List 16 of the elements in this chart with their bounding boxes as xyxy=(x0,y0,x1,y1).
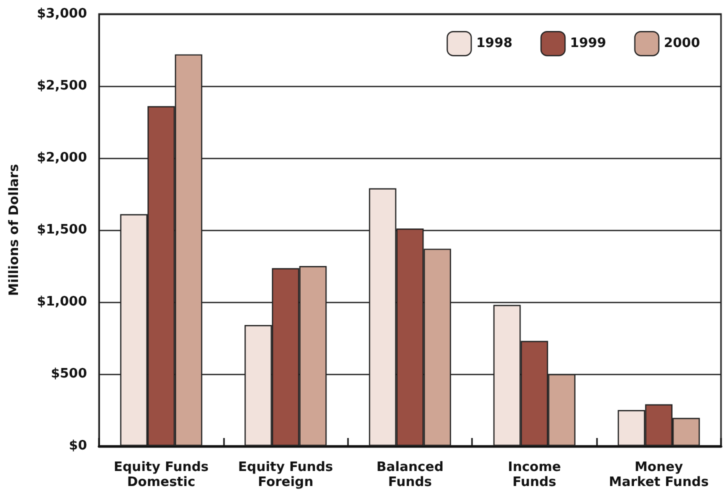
y-tick-label: $2,000 xyxy=(36,150,87,166)
y-tick-label: $1,500 xyxy=(36,222,87,238)
x-tick-label: Balanced Funds xyxy=(376,460,444,490)
y-tick-label: $0 xyxy=(68,438,87,454)
y-tick-label: $3,000 xyxy=(36,6,87,22)
legend-label: 2000 xyxy=(664,36,700,52)
x-tick-label: Equity Funds Domestic xyxy=(114,460,209,490)
y-tick-label: $2,500 xyxy=(36,78,87,94)
y-axis-title: Millions of Dollars xyxy=(7,164,22,296)
x-tick-label: Income Funds xyxy=(508,460,562,490)
x-tick-label: Equity Funds Foreign xyxy=(238,460,334,490)
legend-label: 1998 xyxy=(476,36,512,52)
y-tick-label: $1,000 xyxy=(36,294,87,310)
x-tick-label: Money Market Funds xyxy=(608,460,709,490)
y-tick-label: $500 xyxy=(50,366,87,382)
legend-label: 1999 xyxy=(570,36,606,52)
